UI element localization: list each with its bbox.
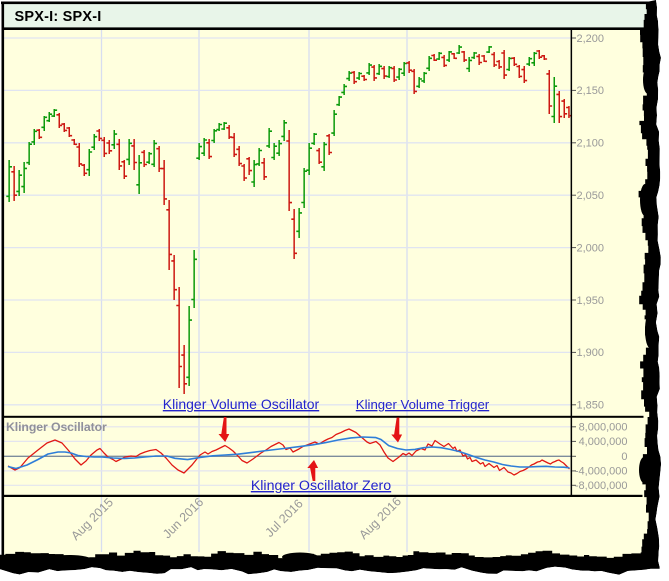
svg-text:1,900: 1,900 <box>577 347 605 359</box>
svg-text:1,950: 1,950 <box>577 295 605 307</box>
svg-text:Klinger Oscillator: Klinger Oscillator <box>6 420 107 434</box>
svg-text:Klinger Volume Trigger: Klinger Volume Trigger <box>356 397 490 412</box>
svg-text:Klinger Oscillator Zero: Klinger Oscillator Zero <box>251 478 391 494</box>
svg-text:2,100: 2,100 <box>577 138 605 150</box>
svg-text:0: 0 <box>621 451 627 463</box>
svg-text:Klinger Volume Oscillator: Klinger Volume Oscillator <box>163 396 320 412</box>
svg-text:2,200: 2,200 <box>577 33 605 45</box>
svg-text:SPX-I: SPX-I: SPX-I: SPX-I <box>15 9 102 25</box>
svg-text:-8,000,000: -8,000,000 <box>575 480 628 492</box>
svg-text:-4,000,000: -4,000,000 <box>575 466 628 478</box>
svg-text:2,050: 2,050 <box>577 190 605 202</box>
svg-text:1,850: 1,850 <box>577 400 605 412</box>
svg-text:4,000,000: 4,000,000 <box>579 436 628 448</box>
svg-text:2,150: 2,150 <box>577 85 605 97</box>
svg-text:8,000,000: 8,000,000 <box>579 422 628 434</box>
svg-text:2,000: 2,000 <box>577 242 605 254</box>
